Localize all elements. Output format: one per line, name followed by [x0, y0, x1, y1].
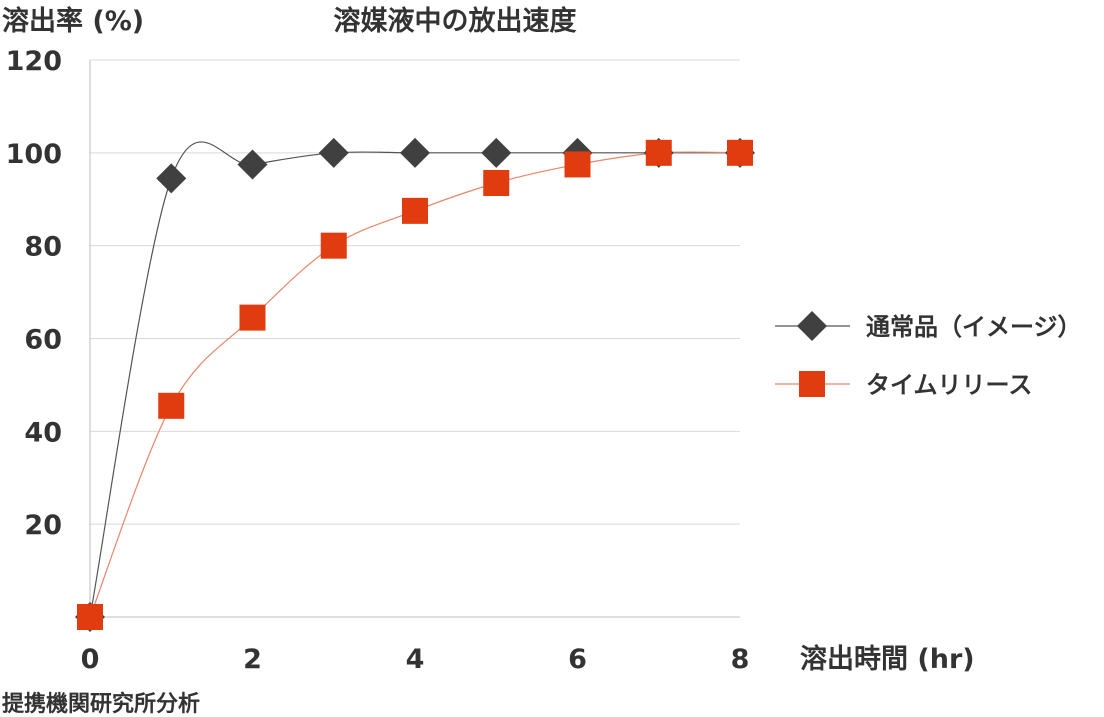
legend: 通常品（イメージ） タイムリリース — [775, 311, 1082, 399]
y-tick-label: 80 — [24, 232, 62, 263]
legend-diamond-marker — [797, 311, 827, 341]
square-marker — [483, 170, 510, 197]
y-tick-label: 100 — [6, 139, 62, 170]
y-tick-label: 60 — [24, 325, 62, 356]
square-marker — [158, 392, 185, 419]
square-marker — [727, 139, 753, 166]
x-tick-label: 2 — [243, 644, 262, 675]
x-tick-label: 6 — [568, 644, 587, 675]
y-tick-labels: 20 40 60 80 100 120 — [6, 46, 62, 541]
x-tick-label: 4 — [406, 644, 425, 675]
square-marker — [402, 197, 428, 224]
x-tick-labels: 0 2 4 6 8 — [81, 644, 750, 675]
square-marker — [320, 232, 347, 259]
x-axis-title: 溶出時間 (hr) — [800, 643, 975, 675]
source-note: 提携機関研究所分析 — [2, 691, 200, 717]
x-tick-label: 8 — [731, 644, 750, 675]
diamond-marker — [156, 163, 187, 194]
x-tick-label: 0 — [81, 644, 100, 675]
square-marker — [564, 151, 591, 178]
diamond-marker — [237, 149, 268, 180]
y-tick-label: 120 — [6, 46, 62, 77]
chart-title: 溶媒液中の放出速度 — [334, 5, 577, 37]
series-group — [75, 137, 755, 632]
y-tick-label: 40 — [24, 417, 62, 448]
legend-square-marker — [799, 371, 825, 397]
diamond-marker — [318, 137, 349, 168]
legend-label: 通常品（イメージ） — [866, 313, 1082, 341]
diamond-marker — [400, 137, 430, 168]
square-marker — [239, 304, 266, 331]
square-marker — [645, 139, 672, 166]
grid-lines — [90, 59, 740, 525]
y-tick-label: 20 — [24, 510, 62, 541]
legend-label: タイムリリース — [866, 371, 1032, 399]
square-marker — [77, 604, 103, 630]
diamond-marker — [481, 137, 512, 168]
series-line-1 — [89, 141, 740, 618]
y-axis-title: 溶出率 (%) — [2, 5, 144, 37]
